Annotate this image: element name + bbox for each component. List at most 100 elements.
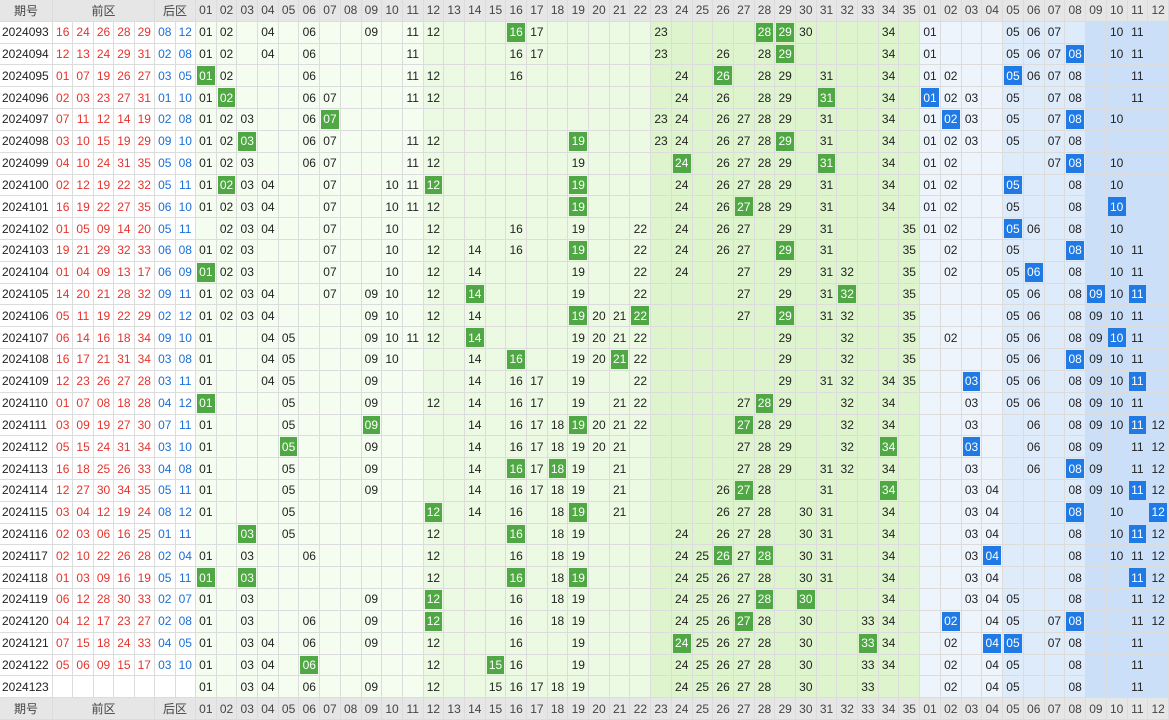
- cell: [1148, 196, 1169, 219]
- front-number: 15: [93, 130, 115, 153]
- front-number: 24: [134, 501, 155, 524]
- cell: [982, 240, 1004, 262]
- cell: [1003, 545, 1024, 568]
- front-zone-number: 18: [547, 567, 569, 590]
- cell: [114, 676, 135, 699]
- front-zone-hit: 24: [671, 152, 693, 175]
- cell: [547, 392, 569, 415]
- front-zone-number: 06: [299, 610, 321, 633]
- front-zone-number: 12: [423, 392, 445, 415]
- cell: [464, 545, 486, 568]
- back-zone-number: 03: [961, 480, 983, 502]
- cell: [775, 610, 796, 633]
- cell: [1106, 130, 1128, 153]
- front-col-header: 35: [899, 698, 921, 720]
- cell: [1086, 610, 1107, 633]
- back-number: 08: [155, 21, 176, 44]
- front-zone-number: 10: [382, 218, 403, 240]
- cell: [547, 196, 569, 219]
- front-zone-number: 26: [713, 196, 734, 219]
- cell: [713, 283, 734, 306]
- back-zone-number: 11: [1127, 676, 1149, 699]
- cell: [754, 349, 776, 371]
- cell: [402, 414, 424, 437]
- cell: [899, 458, 921, 480]
- cell: [609, 43, 631, 66]
- cell: [340, 545, 362, 568]
- back-zone-number: 04: [982, 610, 1004, 633]
- cell: [651, 523, 672, 546]
- cell: [899, 545, 921, 568]
- front-zone-number: 12: [423, 545, 445, 568]
- cell: [1023, 632, 1045, 655]
- back-zone-number: 11: [1127, 21, 1149, 44]
- cell: [258, 414, 279, 437]
- front-zone-number: 22: [630, 283, 652, 306]
- front-zone-hit-label: 12: [424, 590, 443, 609]
- front-zone-hit-label: 24: [672, 633, 691, 653]
- cell: [320, 676, 341, 699]
- front-number: 12: [73, 589, 94, 611]
- cell: [796, 414, 817, 437]
- period: 2024097: [0, 109, 53, 131]
- cell: [464, 218, 486, 240]
- cell: [402, 436, 424, 459]
- cell: [858, 218, 879, 240]
- front-zone-hit-label: 01: [197, 262, 215, 282]
- cell: [527, 545, 548, 568]
- front-number: 19: [73, 196, 94, 219]
- cell: [361, 43, 383, 66]
- front-zone-number: 02: [216, 65, 238, 88]
- cell: [733, 327, 755, 350]
- front-zone-number: 19: [568, 676, 590, 699]
- front-zone-number: 16: [506, 632, 528, 655]
- front-number: 15: [73, 436, 94, 459]
- front-zone-number: 01: [196, 370, 217, 393]
- cell: [692, 480, 714, 502]
- front-zone-number: 02: [216, 305, 238, 328]
- front-zone-number: 17: [527, 21, 548, 44]
- front-number: 31: [134, 43, 155, 66]
- front-number: 17: [134, 261, 155, 284]
- cell: [278, 610, 300, 633]
- front-zone-hit-label: 28: [755, 590, 774, 609]
- back-col-header: 07: [1044, 698, 1066, 720]
- front-number: 10: [73, 130, 94, 153]
- cell: [1023, 676, 1045, 699]
- back-zone-number: 11: [1127, 610, 1149, 633]
- cell: [589, 501, 610, 524]
- cell: [175, 676, 196, 699]
- cell: [278, 567, 300, 590]
- cell: [299, 501, 321, 524]
- front-number: 27: [134, 610, 155, 633]
- front-col-header: 24: [671, 0, 693, 22]
- front-zone-number: 03: [237, 174, 259, 197]
- cell: [506, 196, 528, 219]
- back-number: 03: [155, 370, 176, 393]
- back-zone-number: 11: [1127, 305, 1149, 328]
- cell: [547, 65, 569, 88]
- back-zone-hit: 11: [1127, 414, 1149, 437]
- cell: [1086, 65, 1107, 88]
- cell: [423, 480, 445, 502]
- back-number: 12: [175, 21, 196, 44]
- cell: [816, 589, 838, 611]
- front-zone-number: 18: [547, 545, 569, 568]
- cell: [858, 327, 879, 350]
- cell: [816, 632, 838, 655]
- cell: [630, 610, 652, 633]
- cell: [1044, 501, 1066, 524]
- cell: [858, 130, 879, 153]
- front-zone-number: 11: [402, 130, 424, 153]
- period: 2024122: [0, 654, 53, 677]
- front-zone-number: 06: [299, 130, 321, 153]
- front-zone-number: 05: [278, 523, 300, 546]
- front-number: 03: [73, 523, 94, 546]
- cell: [402, 610, 424, 633]
- front-zone-number: 24: [671, 65, 693, 88]
- cell: [858, 414, 879, 437]
- back-zone-hit-label: 05: [1004, 219, 1022, 238]
- front-zone-number: 22: [630, 349, 652, 371]
- cell: [340, 261, 362, 284]
- front-number: 12: [93, 109, 115, 131]
